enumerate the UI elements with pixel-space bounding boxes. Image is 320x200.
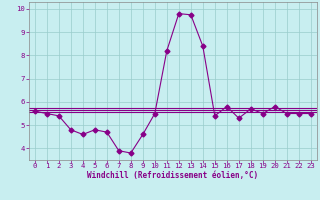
- X-axis label: Windchill (Refroidissement éolien,°C): Windchill (Refroidissement éolien,°C): [87, 171, 258, 180]
